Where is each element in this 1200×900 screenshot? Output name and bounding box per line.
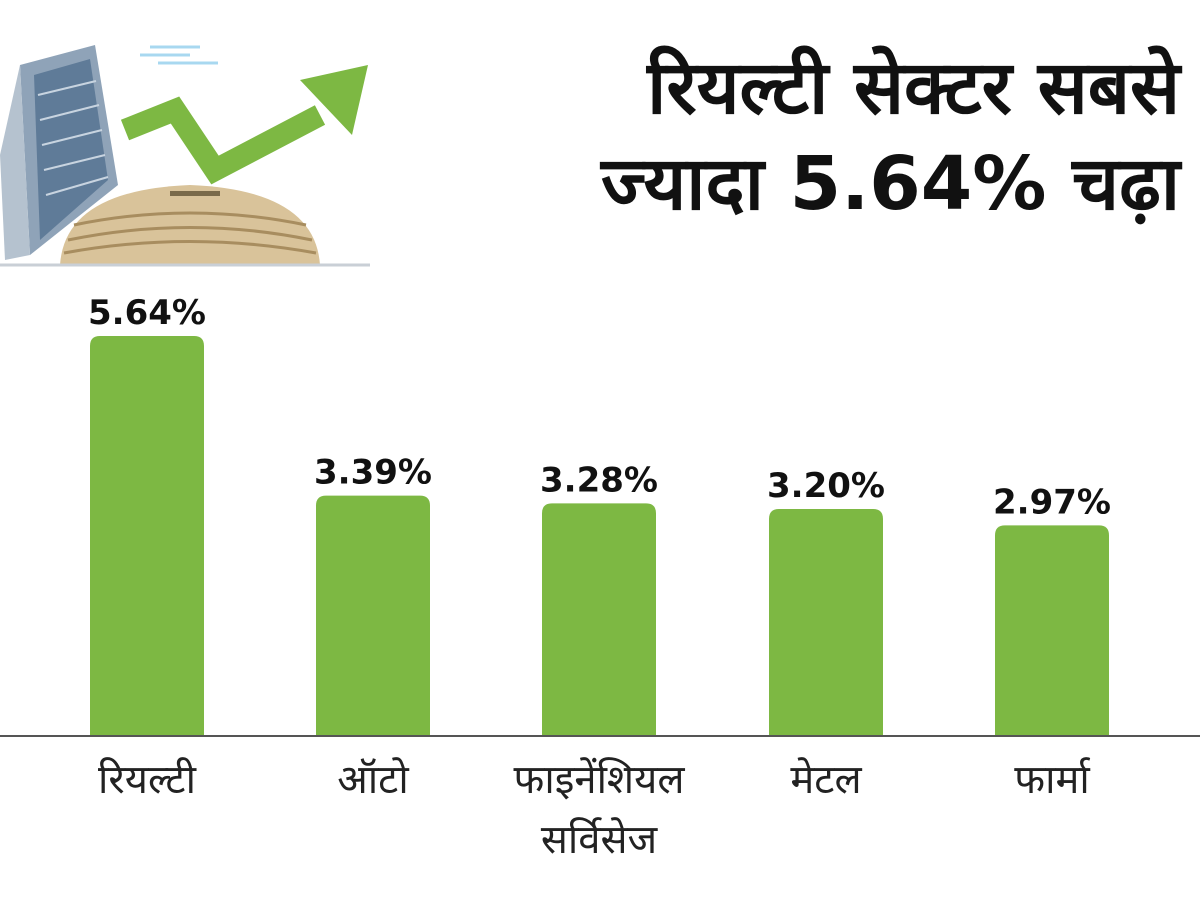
- headline-line-2: ज्यादा 5.64% चढ़ा: [601, 141, 1180, 227]
- rising-arrow-head: [300, 65, 368, 135]
- data-label-3: 3.20%: [767, 466, 885, 506]
- category-label-4: फार्मा: [1014, 757, 1090, 803]
- data-label-2: 3.28%: [540, 460, 658, 500]
- category-label-3: मेटल: [790, 757, 862, 803]
- data-label-0: 5.64%: [88, 293, 206, 333]
- rising-arrow-body: [120, 96, 326, 185]
- data-label-1: 3.39%: [314, 453, 432, 493]
- category-label-2-line-1: सर्विसेज: [541, 817, 659, 863]
- dome-floor-lines: [63, 211, 317, 255]
- sky-decoration: [140, 45, 218, 65]
- bar-1: [316, 495, 430, 736]
- category-label-1: ऑटो: [337, 757, 409, 803]
- stock-exchange-rising-arrow-illustration: [0, 45, 370, 267]
- tower-shadow: [0, 65, 30, 260]
- bar-0: [90, 336, 204, 736]
- sector-gain-bar-chart: 5.64% रियल्टी 3.39% ऑटो 3.28% फाइनेंशियल सर्वि…: [0, 293, 1200, 863]
- exchange-sign: [170, 191, 220, 196]
- tower-window-lines: [37, 80, 109, 196]
- labels-group: 5.64% रियल्टी 3.39% ऑटो 3.28% फाइनेंशियल सर्वि…: [88, 293, 1111, 863]
- headline: रियल्टी सेक्टर सबसे ज्यादा 5.64% चढ़ा: [400, 40, 1180, 232]
- bars-group: [90, 336, 1109, 736]
- exchange-tower-glass: [34, 59, 108, 240]
- category-label-2-line-0: फाइनेंशियल: [514, 757, 686, 803]
- bar-3: [769, 509, 883, 736]
- bar-2: [542, 503, 656, 736]
- headline-line-1: रियल्टी सेक्टर सबसे: [647, 45, 1180, 131]
- data-label-4: 2.97%: [993, 482, 1111, 522]
- bar-4: [995, 525, 1109, 736]
- category-label-0: रियल्टी: [98, 757, 197, 803]
